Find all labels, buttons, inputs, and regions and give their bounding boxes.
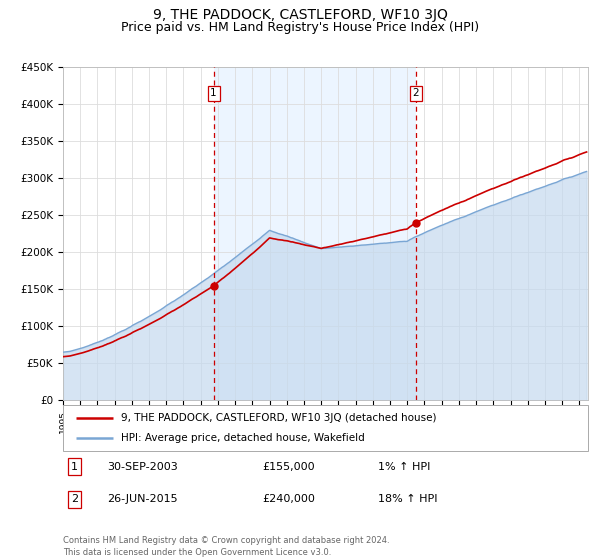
Text: 1: 1 [211,88,217,98]
Text: 1: 1 [71,461,78,472]
FancyBboxPatch shape [63,405,588,451]
Text: 1% ↑ HPI: 1% ↑ HPI [378,461,430,472]
Text: 18% ↑ HPI: 18% ↑ HPI [378,494,437,505]
Text: 30-SEP-2003: 30-SEP-2003 [107,461,178,472]
Text: £155,000: £155,000 [263,461,315,472]
Text: £240,000: £240,000 [263,494,316,505]
Text: 9, THE PADDOCK, CASTLEFORD, WF10 3JQ: 9, THE PADDOCK, CASTLEFORD, WF10 3JQ [152,8,448,22]
Bar [214,67,416,400]
Text: HPI: Average price, detached house, Wakefield: HPI: Average price, detached house, Wake… [121,433,365,443]
Text: 9, THE PADDOCK, CASTLEFORD, WF10 3JQ (detached house): 9, THE PADDOCK, CASTLEFORD, WF10 3JQ (de… [121,413,436,423]
Text: Price paid vs. HM Land Registry's House Price Index (HPI): Price paid vs. HM Land Registry's House … [121,21,479,34]
Text: 2: 2 [71,494,78,505]
Text: Contains HM Land Registry data © Crown copyright and database right 2024.
This d: Contains HM Land Registry data © Crown c… [63,536,389,557]
Text: 2: 2 [413,88,419,98]
Text: 26-JUN-2015: 26-JUN-2015 [107,494,178,505]
